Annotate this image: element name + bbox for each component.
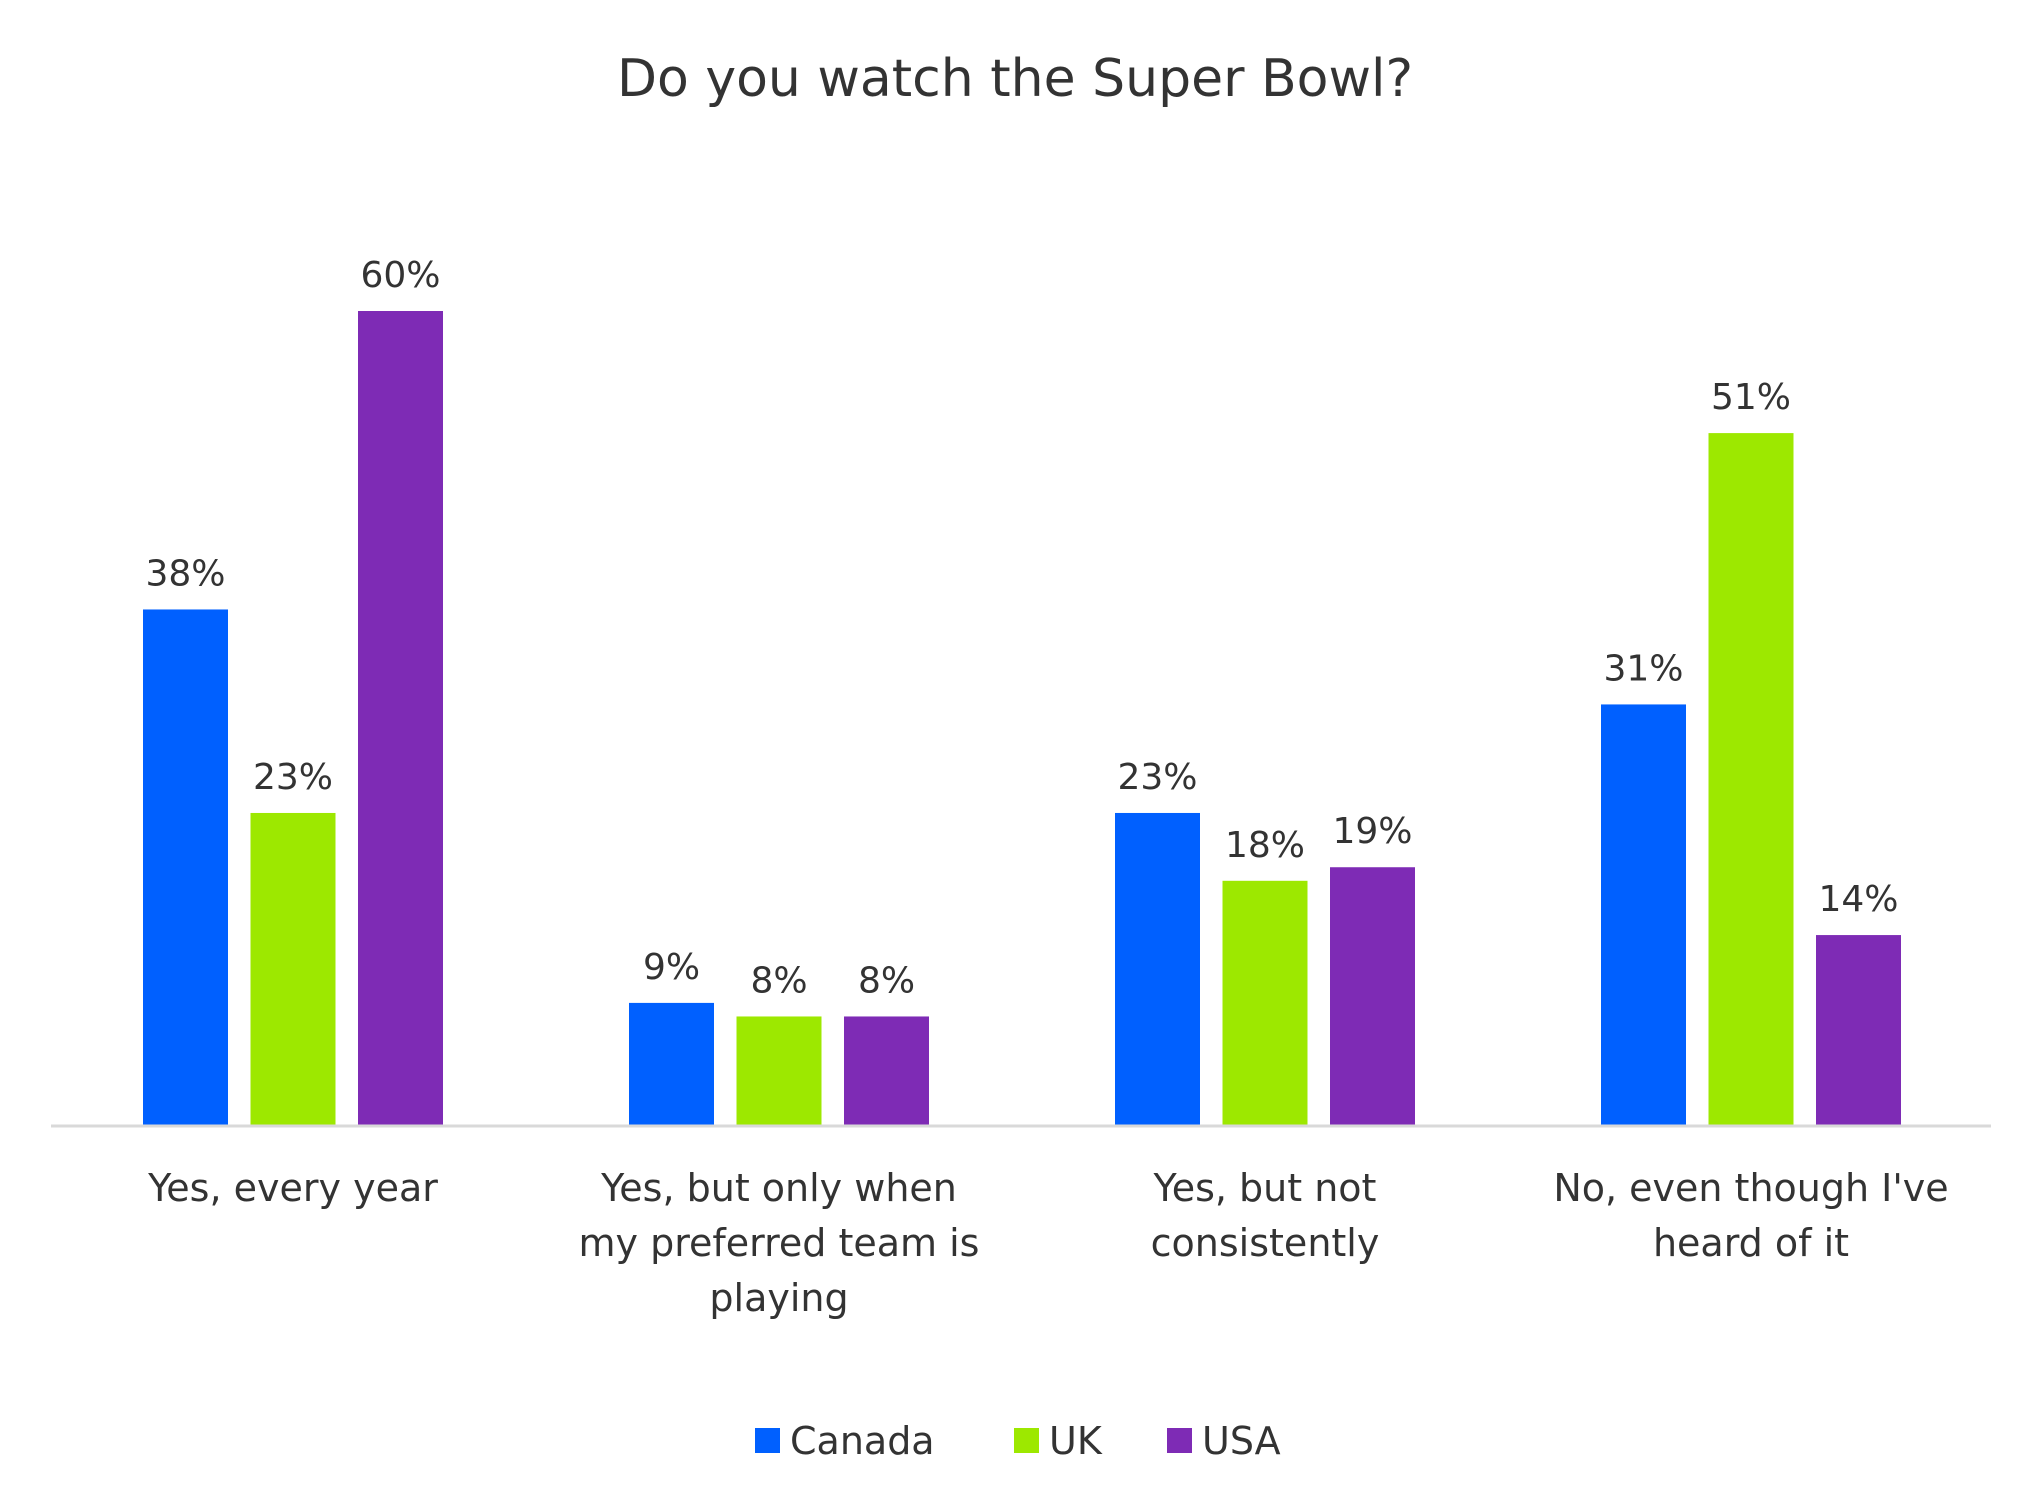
bar-canada-2 <box>1115 812 1200 1125</box>
bar-usa-3 <box>1816 935 1901 1125</box>
data-label-uk-2: 18% <box>1225 825 1305 866</box>
legend-swatch-uk <box>1014 1428 1039 1453</box>
category-label-0: Yes, every year <box>147 1166 438 1210</box>
category-label-1: Yes, but only when <box>600 1166 957 1210</box>
legend-swatch-usa <box>1167 1428 1192 1453</box>
category-label-1: playing <box>709 1276 848 1320</box>
data-label-uk-1: 8% <box>750 960 807 1001</box>
data-label-usa-1: 8% <box>858 960 915 1001</box>
bar-canada-0 <box>143 609 228 1125</box>
legend-label-canada: Canada <box>790 1419 935 1463</box>
bar-uk-2 <box>1222 880 1308 1125</box>
data-label-canada-1: 9% <box>643 947 700 988</box>
category-label-3: heard of it <box>1653 1221 1849 1265</box>
data-label-uk-3: 51% <box>1711 377 1791 418</box>
data-label-canada-2: 23% <box>1117 757 1197 798</box>
bar-uk-0 <box>250 812 336 1125</box>
category-label-3: No, even though I've <box>1553 1166 1948 1210</box>
bars <box>143 311 1901 1126</box>
bar-uk-3 <box>1708 433 1794 1126</box>
data-labels: 38% 23% 60% 9% 8% 8% 23% 18% 19% 31% 51% 14% <box>145 255 1898 1001</box>
data-label-usa-2: 19% <box>1332 811 1412 852</box>
bar-usa-0 <box>358 311 443 1125</box>
category-label-2: consistently <box>1151 1221 1380 1265</box>
legend-swatch-canada <box>755 1428 780 1453</box>
data-label-usa-0: 60% <box>360 255 440 296</box>
bar-usa-2 <box>1330 867 1415 1125</box>
data-label-canada-3: 31% <box>1603 648 1683 689</box>
data-label-usa-3: 14% <box>1818 879 1898 920</box>
chart-title: Do you watch the Super Bowl? <box>617 49 1413 109</box>
bar-canada-1 <box>629 1002 714 1125</box>
data-label-canada-0: 38% <box>145 553 225 594</box>
category-label-2: Yes, but not <box>1153 1166 1377 1210</box>
category-label-1: my preferred team is <box>579 1221 980 1265</box>
data-label-uk-0: 23% <box>253 757 333 798</box>
category-labels: Yes, every year Yes, but only when my pref… <box>147 1166 1949 1320</box>
bar-uk-1 <box>736 1016 822 1125</box>
bar-canada-3 <box>1601 704 1686 1125</box>
legend-label-uk: UK <box>1049 1419 1103 1463</box>
bar-usa-1 <box>844 1016 929 1125</box>
legend: Canada UK USA <box>755 1419 1281 1463</box>
legend-label-usa: USA <box>1202 1419 1281 1463</box>
